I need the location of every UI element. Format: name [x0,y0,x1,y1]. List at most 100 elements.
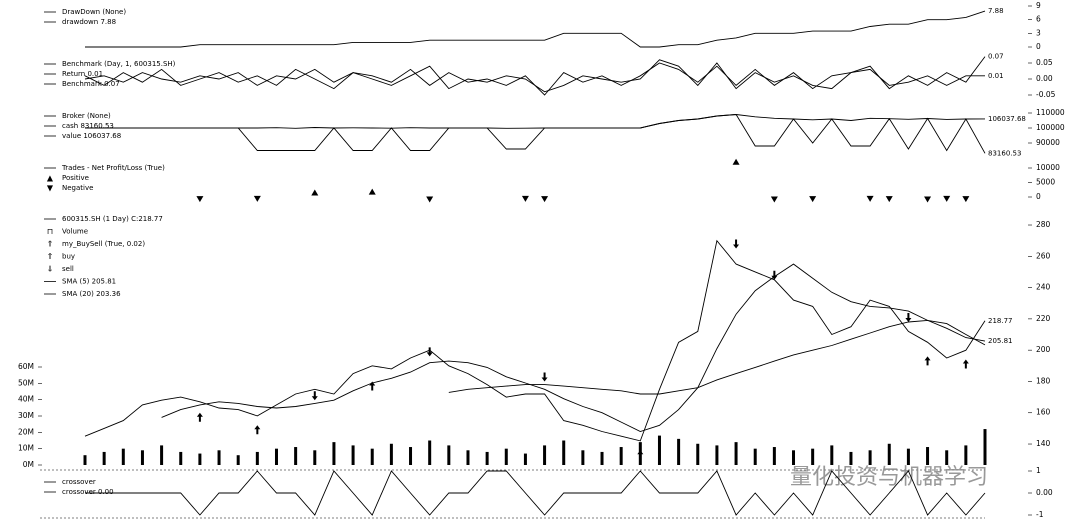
legend-title: Trades - Net Profit/Loss (True) [61,164,165,172]
volume-bar [255,451,259,465]
triangle-up [311,189,319,196]
legend-entry: Positive [62,174,89,182]
y-tick-label: -1 [1036,510,1044,519]
volume-bar [964,445,968,465]
arrow-up [924,356,931,366]
volume-bar [792,450,796,465]
arrow-down [426,347,433,357]
legend-entry: drawdown 7.88 [62,18,116,26]
y-tick-label: 0 [1036,192,1041,201]
volume-bar [121,448,125,465]
y2-tick-label: 0M [23,460,34,469]
arrow-up [196,412,203,422]
y-tick-label: 9 [1036,1,1041,10]
legend-entry: cash 83160.53 [62,122,114,130]
arrow-down [541,372,548,382]
series-line [85,470,986,516]
volume-bar [447,445,451,465]
volume-bar [926,447,930,465]
legend-group: my_BuySell (True, 0.02) [62,240,145,248]
y-tick-label: -0.05 [1036,90,1056,99]
y-tick-label: 220 [1036,314,1051,323]
series-line [84,59,985,93]
y-tick-label: 110000 [1036,108,1065,117]
last-value-label: 7.88 [988,7,1004,15]
last-value-label: 0.01 [988,72,1004,80]
volume-bar [945,450,949,465]
volume-bar [332,442,336,465]
volume-bar [715,445,719,465]
series-line [85,10,986,48]
volume-bar [600,451,604,465]
volume-bar [868,450,872,465]
triangle-down [770,196,778,203]
arrow-up [254,425,261,435]
volume-bar [906,448,910,465]
legend-entry: SMA (5) 205.81 [62,278,116,286]
y-tick-label: 160 [1036,408,1051,417]
y-tick-label: 200 [1036,345,1051,354]
volume-bar [83,455,87,465]
legend-glyph: ⊓ [47,227,53,236]
volume-bar [830,445,834,465]
triangle-down [253,195,261,202]
series-line [84,239,986,442]
last-value-label: 83160.53 [988,149,1021,157]
volume-bar [657,435,661,465]
legend-glyph: ⇑ [47,252,54,261]
volume-bar [160,445,164,465]
volume-bar [466,450,470,465]
y-tick-label: 0.05 [1036,58,1053,67]
volume-bar [102,451,106,465]
volume-bar [389,443,393,465]
last-value-label: 106037.68 [988,115,1026,123]
legend-entry: sell [62,265,74,273]
last-value-label: 205.81 [988,337,1013,345]
triangle-down [943,195,951,202]
y2-tick-label: 30M [18,411,34,420]
legend-entry: SMA (20) 203.36 [62,290,121,298]
arrow-down [311,391,318,401]
volume-bar [409,447,413,465]
y-tick-label: 280 [1036,220,1051,229]
volume-bar [696,443,700,465]
volume-bar [504,448,508,465]
triangle-up [732,158,740,165]
volume-bar [428,440,432,465]
volume-bar [217,450,221,465]
y-tick-label: 180 [1036,376,1051,385]
volume-bar [179,451,183,465]
triangle-down [541,196,549,203]
volume-bar [619,447,623,465]
series-line [161,263,986,432]
y2-tick-label: 50M [18,378,34,387]
y2-tick-label: 10M [18,444,34,453]
y2-tick-label: 20M [18,427,34,436]
arrow-up [962,359,969,369]
volume-bar [198,453,202,465]
triangle-down [866,195,874,202]
volume-bar [983,429,987,465]
legend-title: Broker (None) [62,112,111,120]
arrow-down [905,313,912,323]
legend-title: Benchmark (Day, 1, 600315.SH) [62,60,176,68]
arrow-down [733,239,740,249]
legend-glyph: ▼ [47,184,54,193]
y-tick-label: 100000 [1036,123,1065,132]
legend-entry: Benchmark 0.07 [62,80,120,88]
volume-bar [485,451,489,465]
y2-tick-label: 60M [18,362,34,371]
triangle-down [426,196,434,203]
series-line [84,56,986,96]
triangle-down [521,195,529,202]
y-tick-label: 0 [1036,42,1041,51]
legend-title: DrawDown (None) [62,8,126,16]
legend-glyph: ⇓ [47,265,54,274]
legend-entry: crossover 0.00 [62,488,114,496]
volume-bar [772,447,776,465]
y2-tick-label: 40M [18,395,34,404]
legend-entry: Negative [62,184,93,192]
y-tick-label: 1 [1036,466,1041,475]
volume-bar [140,450,144,465]
